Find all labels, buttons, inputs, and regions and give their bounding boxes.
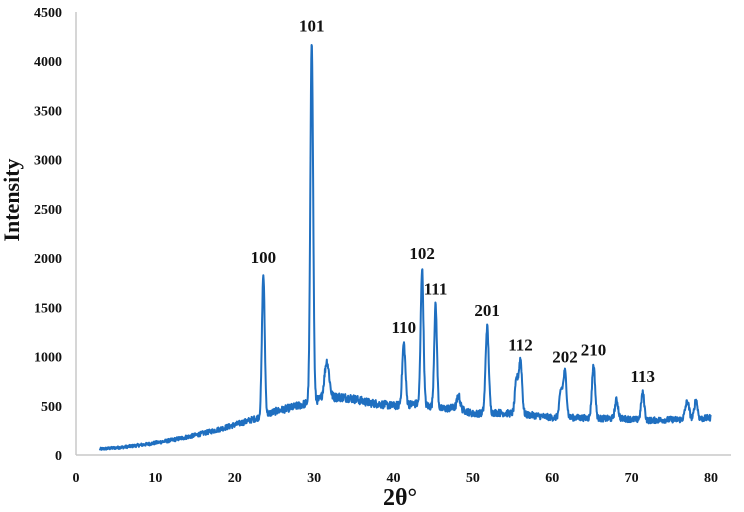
x-tick-label: 40 — [387, 471, 401, 486]
peak-label-112: 112 — [508, 336, 533, 355]
peak-label-110: 110 — [392, 318, 417, 337]
xrd-pattern-line — [98, 44, 712, 451]
peak-label-210: 210 — [581, 341, 607, 360]
y-tick-label: 4000 — [34, 55, 62, 70]
y-tick-label: 2000 — [34, 252, 62, 267]
x-tick-label: 0 — [73, 471, 80, 486]
y-tick-label: 500 — [41, 400, 62, 415]
y-tick-label: 0 — [55, 449, 62, 464]
x-axis-title: 2θ° — [383, 485, 417, 511]
peak-label-202: 202 — [552, 347, 578, 366]
peak-label-101: 101 — [299, 17, 325, 36]
peak-label-111: 111 — [424, 280, 448, 299]
y-tick-label: 1500 — [34, 301, 62, 316]
x-tick-label: 80 — [704, 471, 718, 486]
x-tick-label: 30 — [307, 471, 321, 486]
x-tick-label: 60 — [545, 471, 559, 486]
peak-label-201: 201 — [474, 301, 500, 320]
y-tick-label: 2500 — [34, 203, 62, 218]
peak-label-100: 100 — [251, 248, 277, 267]
x-tick-label: 10 — [148, 471, 162, 486]
peak-label-113: 113 — [630, 367, 655, 386]
x-tick-label: 50 — [466, 471, 480, 486]
y-axis-ticks: 0 500 1000 1500 2000 2500 3000 3500 4000 4500 — [34, 6, 62, 464]
y-tick-label: 3500 — [34, 104, 62, 119]
y-tick-label: 4500 — [34, 6, 62, 21]
x-axis-ticks: 0 10 20 30 40 50 60 70 80 — [73, 471, 719, 486]
peak-label-102: 102 — [409, 244, 435, 263]
y-tick-label: 1000 — [34, 351, 62, 366]
x-tick-label: 70 — [625, 471, 639, 486]
x-tick-label: 20 — [228, 471, 242, 486]
y-axis-title: Intensity — [0, 158, 24, 241]
peak-labels: 100 101 110 102 111 201 112 202 210 113 — [251, 17, 655, 386]
y-tick-label: 3000 — [34, 154, 62, 169]
